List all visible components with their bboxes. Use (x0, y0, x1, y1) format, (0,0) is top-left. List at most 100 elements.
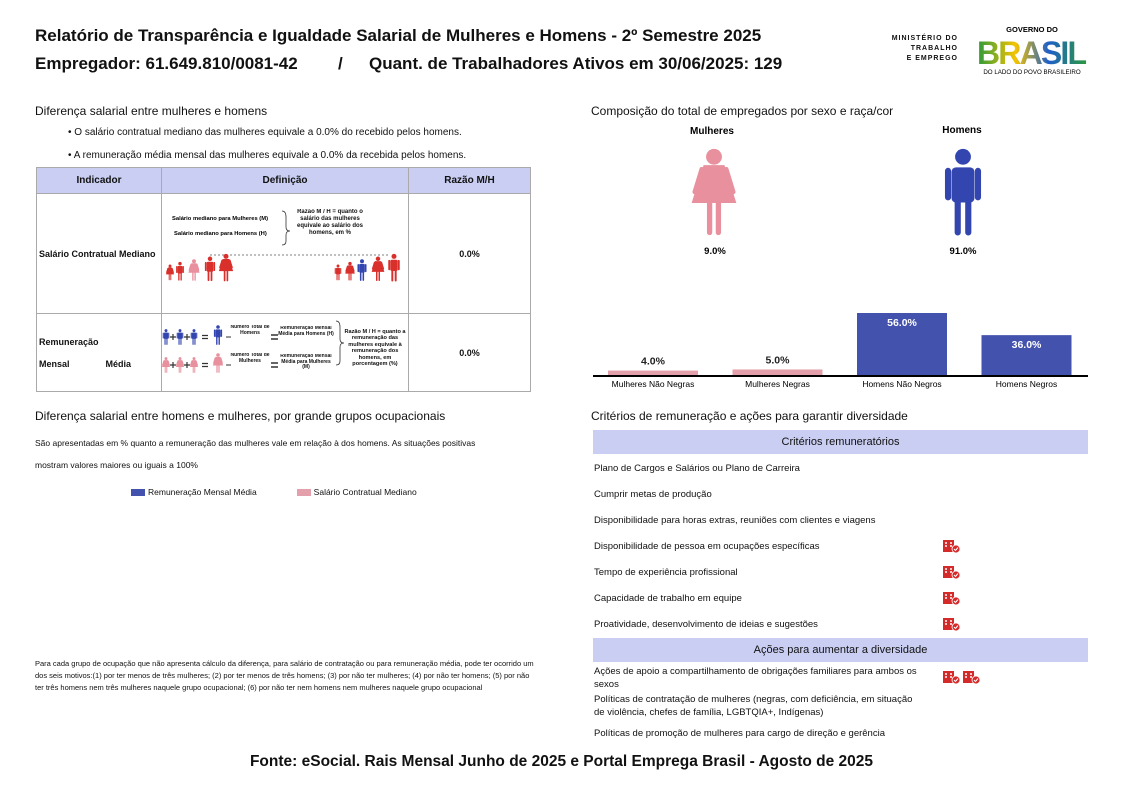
criteria-icon (943, 671, 961, 684)
body (191, 332, 197, 339)
equals (202, 334, 208, 340)
section-title: Composição do total de empregados por se… (591, 104, 894, 118)
criteria-item: Ações de apoio a compartilhamento de obr… (594, 666, 917, 690)
head (178, 357, 182, 361)
definition-figure: Salário mediano para Mulheres (M) Salári… (161, 209, 406, 373)
body (345, 265, 355, 274)
head (164, 357, 168, 361)
brace (335, 320, 345, 366)
head (178, 329, 182, 333)
criteria-item: Proatividade, desenvolvimento de ideias … (594, 619, 818, 630)
gov-name: BRASIL (977, 35, 1087, 71)
body (390, 259, 398, 271)
category-label: Mulheres Negras (745, 379, 810, 389)
title: Relatório de Transparência e Igualdade S… (35, 26, 762, 45)
limbs (162, 332, 170, 345)
men-label: Homens (942, 125, 982, 136)
head (336, 264, 340, 268)
ministry-line: MINISTÉRIO DO (891, 35, 958, 42)
equals (271, 334, 278, 340)
limbs (944, 167, 982, 236)
legs (192, 271, 196, 281)
head (192, 259, 196, 264)
limbs (176, 332, 184, 345)
criteria-item: Políticas de contratação de mulheres (ne… (594, 694, 913, 718)
limbs (176, 265, 184, 281)
gov-logo: GOVERNO DO BRASIL DO LADO DO POVO BRASIL… (977, 25, 1087, 76)
body (177, 265, 183, 274)
workers: Quant. de Trabalhadores Ativos em 30/06/… (369, 54, 783, 73)
legend-label: Salário Contratual Mediano (313, 487, 417, 497)
icon-check (953, 573, 959, 578)
employer: Empregador: 61.649.810/0081-42 (35, 54, 298, 73)
legend-entry: Salário Contratual Mediano (296, 487, 417, 497)
criteria-icon (963, 671, 981, 684)
icon-badge (951, 596, 961, 605)
icon-check (953, 599, 959, 604)
women-share: 9.0% (704, 246, 726, 257)
gov-slogan: DO LADO DO POVO BRASILEIRO (983, 69, 1080, 76)
ministry-line: E EMPREGO (906, 55, 958, 62)
criteria-icon (943, 566, 961, 579)
icon-windows (945, 673, 952, 678)
legend-swatch (131, 488, 145, 496)
table-header: Razão M/H (408, 167, 531, 194)
criteria-icon (943, 618, 961, 631)
icon-check (953, 678, 959, 683)
ministry-line: TRABALHO (910, 45, 958, 52)
box: Remuneração Mensal Média para Homens (H) (278, 326, 334, 336)
legs (223, 269, 229, 282)
people-figure: Mulheres Homens 9.0% 91.0% (690, 125, 982, 257)
indicator: Salário Contratual Mediano (36, 193, 162, 314)
head (216, 325, 220, 329)
section-band: Ações para aumentar a diversidade (593, 638, 1088, 662)
head (192, 329, 196, 333)
head (223, 253, 229, 259)
body (359, 263, 365, 273)
criteria-item: Disponibilidade para horas extras, reuni… (594, 515, 876, 526)
brace (281, 210, 291, 246)
ratio: 0.0% (408, 193, 531, 314)
value-label: 56.0% (887, 317, 917, 329)
icon-windows (945, 620, 952, 625)
body (175, 360, 185, 367)
category-label: Homens Não Negros (862, 379, 941, 389)
head (192, 357, 196, 361)
body (691, 165, 737, 203)
value-label: 4.0% (641, 356, 666, 368)
criteria-item: Plano de Cargos e Salários ou Plano de C… (594, 463, 800, 474)
icon-badge (951, 622, 961, 631)
def-label: Salário mediano para Mulheres (M) (172, 216, 268, 222)
legs (376, 270, 380, 282)
criteria-item: Tempo de experiência profissional (594, 567, 738, 578)
def-label: Salário mediano para Homens (H) (174, 231, 267, 237)
body (335, 267, 341, 275)
icon-building (943, 671, 954, 683)
head (216, 353, 220, 357)
body (161, 360, 171, 367)
woman-icon (691, 148, 737, 236)
icon-check (953, 547, 959, 552)
body (177, 332, 183, 339)
icon-check (953, 625, 959, 630)
body (951, 167, 975, 203)
head (375, 256, 381, 262)
legs (164, 366, 168, 373)
equals (271, 362, 278, 368)
icon-windows (945, 594, 952, 599)
gov-top: GOVERNO DO (1006, 25, 1058, 34)
criteria-icon (943, 592, 961, 605)
body (206, 261, 214, 272)
section-title: Diferença salarial entre mulheres e home… (35, 104, 268, 118)
table-header: Definição (161, 167, 409, 194)
icon-building (943, 540, 954, 552)
women-label: Mulheres (690, 126, 734, 137)
icon-badge (971, 675, 981, 684)
table-header: Indicador (36, 167, 162, 194)
head (348, 261, 352, 266)
limbs (334, 268, 342, 281)
limbs (357, 263, 367, 281)
body (165, 267, 175, 275)
value-label: 36.0% (1012, 339, 1042, 351)
